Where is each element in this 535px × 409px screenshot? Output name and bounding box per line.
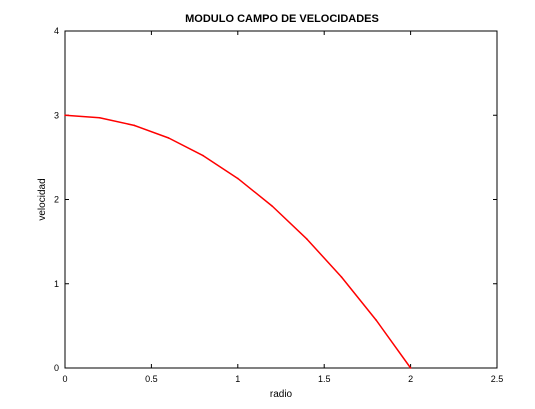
x-tick-label: 2 — [408, 374, 413, 384]
y-tick-label: 0 — [54, 363, 59, 373]
series-layer — [64, 114, 412, 369]
series-line — [64, 114, 412, 369]
data-point — [375, 319, 377, 321]
data-point — [271, 205, 274, 208]
y-axis-ticks: 0 1 2 3 4 — [54, 26, 497, 373]
y-tick-label: 4 — [54, 26, 59, 36]
plot-frame — [64, 30, 498, 369]
data-point — [306, 238, 308, 240]
data-point — [167, 137, 170, 139]
data-point — [237, 177, 239, 180]
data-point — [133, 124, 135, 127]
data-point — [98, 116, 101, 119]
data-point — [409, 367, 412, 369]
y-tick-label: 3 — [54, 110, 59, 120]
y-tick-label: 1 — [54, 279, 59, 289]
data-point — [64, 114, 66, 117]
x-axis-ticks: 0 0.5 1 1.5 2 2.5 — [62, 31, 503, 384]
data-point — [202, 154, 205, 157]
chart-title: MODULO CAMPO DE VELOCIDADES — [185, 13, 379, 25]
x-tick-label: 2.5 — [491, 374, 504, 384]
x-axis-label: radio — [270, 389, 293, 400]
x-tick-label: 1.5 — [318, 374, 331, 384]
x-tick-label: 0.5 — [145, 374, 158, 384]
x-tick-label: 1 — [235, 374, 240, 384]
x-tick-label: 0 — [62, 374, 67, 384]
data-point — [340, 276, 343, 278]
y-axis-label: velocidad — [37, 178, 48, 220]
y-tick-label: 2 — [54, 195, 59, 205]
